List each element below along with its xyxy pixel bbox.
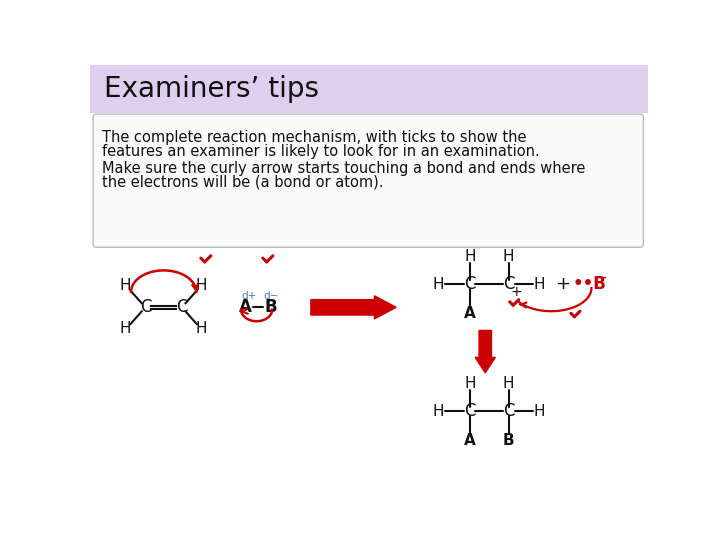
Text: H: H bbox=[120, 278, 132, 293]
FancyArrow shape bbox=[475, 330, 495, 373]
FancyBboxPatch shape bbox=[93, 114, 644, 247]
FancyBboxPatch shape bbox=[90, 65, 648, 112]
Text: H: H bbox=[503, 376, 514, 391]
Text: Make sure the curly arrow starts touching a bond and ends where: Make sure the curly arrow starts touchin… bbox=[102, 161, 586, 176]
Text: C: C bbox=[503, 275, 514, 293]
Text: H: H bbox=[464, 376, 475, 391]
Text: +: + bbox=[510, 285, 522, 299]
Text: H: H bbox=[196, 321, 207, 336]
Text: The complete reaction mechanism, with ticks to show the: The complete reaction mechanism, with ti… bbox=[102, 130, 527, 145]
Text: H: H bbox=[534, 276, 545, 292]
Text: C: C bbox=[464, 275, 475, 293]
FancyArrow shape bbox=[311, 296, 396, 319]
Text: C: C bbox=[464, 402, 475, 420]
Text: H: H bbox=[464, 249, 475, 264]
Text: ••B: ••B bbox=[573, 275, 607, 293]
Text: the electrons will be (a bond or atom).: the electrons will be (a bond or atom). bbox=[102, 175, 384, 190]
Text: H: H bbox=[503, 249, 514, 264]
Text: C: C bbox=[140, 298, 151, 316]
Text: A: A bbox=[239, 298, 252, 316]
Text: +: + bbox=[555, 275, 570, 293]
Text: features an examiner is likely to look for in an examination.: features an examiner is likely to look f… bbox=[102, 144, 540, 159]
Text: Examiners’ tips: Examiners’ tips bbox=[104, 76, 319, 104]
Text: C: C bbox=[503, 402, 514, 420]
Text: d−: d− bbox=[263, 291, 278, 301]
Text: H: H bbox=[433, 276, 444, 292]
Text: C: C bbox=[176, 298, 187, 316]
Text: A: A bbox=[464, 306, 476, 321]
Text: H: H bbox=[433, 404, 444, 419]
Text: B: B bbox=[264, 298, 277, 316]
Text: B: B bbox=[503, 433, 514, 448]
Text: A: A bbox=[464, 433, 476, 448]
Text: d+: d+ bbox=[241, 291, 256, 301]
Text: H: H bbox=[196, 278, 207, 293]
Text: −: − bbox=[596, 272, 607, 285]
Text: H: H bbox=[534, 404, 545, 419]
Text: H: H bbox=[120, 321, 132, 336]
